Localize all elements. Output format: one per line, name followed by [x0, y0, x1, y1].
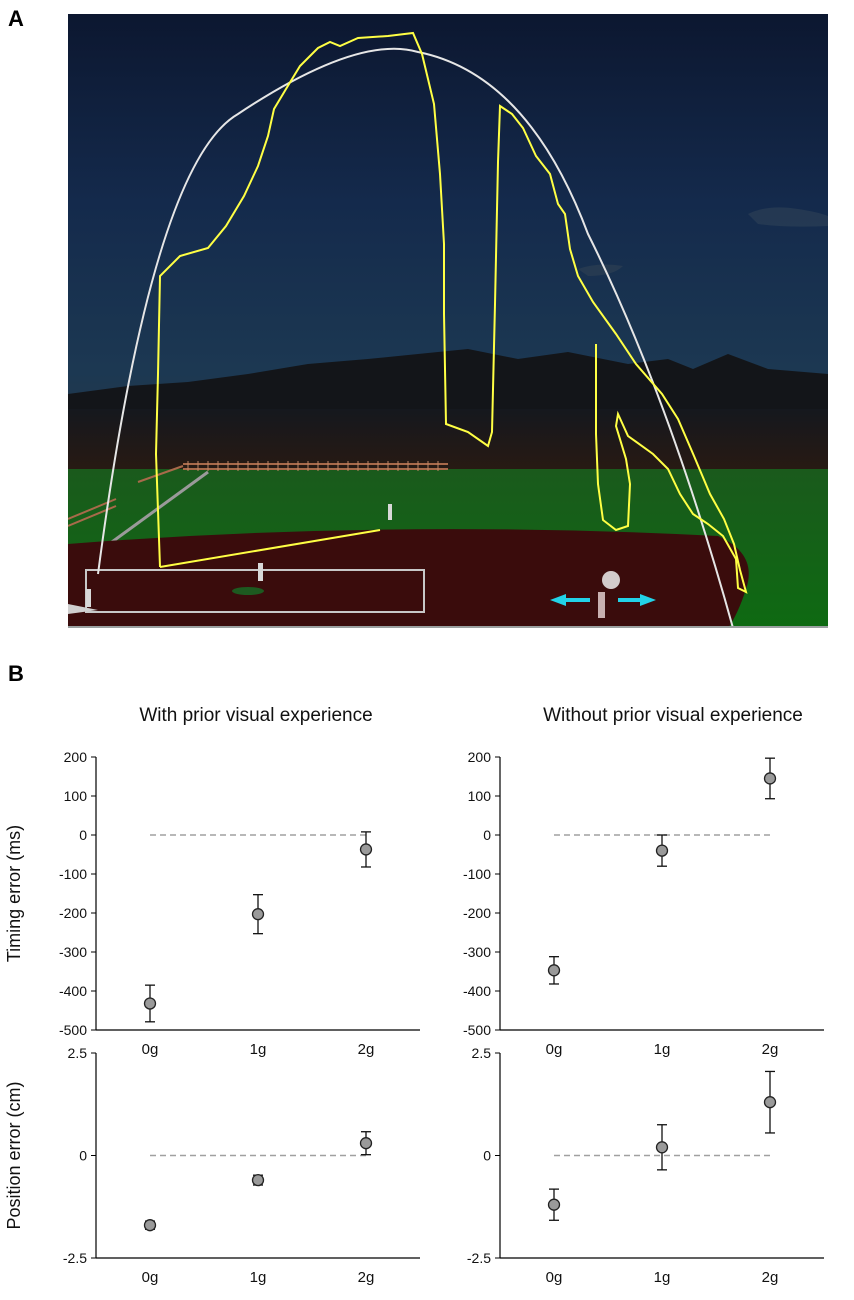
data-point	[251, 908, 265, 921]
x-tick-label: 0g	[142, 1269, 159, 1286]
y-tick-label: -200	[463, 905, 491, 921]
pitchers-mound	[232, 587, 264, 595]
arrow-right-icon	[618, 594, 656, 606]
x-tick-label: 0g	[546, 1269, 563, 1286]
x-tick-label: 2g	[762, 1041, 779, 1058]
arrow-left-icon	[550, 594, 590, 606]
y-tick-label: -300	[463, 944, 491, 960]
panel-a-label: A	[8, 6, 24, 31]
baseball-scene-image	[68, 14, 828, 628]
y-tick-label: -400	[463, 983, 491, 999]
data-point	[359, 843, 373, 856]
y-tick-label: -500	[463, 1022, 491, 1038]
data-point	[359, 1137, 373, 1150]
y-tick-label: -2.5	[467, 1250, 491, 1266]
y-tick-label: 0	[483, 1148, 491, 1164]
chart-0: 200 100 0 -100 -200 -300 -400 -500 0g 1g 2g Timing …	[4, 749, 420, 1058]
y-tick-label: -2.5	[63, 1250, 87, 1266]
y-tick-label: 2.5	[68, 1045, 88, 1061]
x-tick-label: 2g	[358, 1269, 375, 1286]
y-tick-label: 200	[64, 749, 88, 765]
y-tick-label: -500	[59, 1022, 87, 1038]
y-tick-label: 0	[79, 1148, 87, 1164]
fielder-figures	[86, 504, 605, 618]
x-tick-label: 0g	[142, 1041, 159, 1058]
data-point	[763, 1096, 777, 1109]
y-tick-label: 100	[64, 788, 88, 804]
chart-title-right: Without prior visual experience	[543, 705, 803, 726]
bottom-border	[68, 626, 828, 628]
data-point	[547, 964, 561, 977]
y-tick-label: 0	[483, 827, 491, 843]
data-point	[763, 772, 777, 785]
x-tick-label: 1g	[654, 1269, 671, 1286]
y-tick-label: -300	[59, 944, 87, 960]
y-axis-label: Timing error (ms)	[4, 825, 24, 962]
y-tick-label: -400	[59, 983, 87, 999]
data-point	[655, 844, 669, 857]
y-tick-label: 2.5	[472, 1045, 492, 1061]
ideal-trajectory	[97, 47, 734, 628]
y-tick-label: 100	[468, 788, 492, 804]
home-plate-area	[68, 604, 98, 614]
data-point	[547, 1198, 561, 1211]
y-tick-label: -200	[59, 905, 87, 921]
data-point	[655, 1141, 669, 1154]
cloud	[578, 264, 623, 276]
cloud	[748, 207, 828, 227]
y-tick-label: -100	[59, 866, 87, 882]
x-tick-label: 2g	[762, 1269, 779, 1286]
x-tick-label: 0g	[546, 1041, 563, 1058]
chart-3: 2.5 0 -2.5 0g 1g 2g	[467, 1045, 824, 1286]
x-tick-label: 1g	[654, 1041, 671, 1058]
panel-b-label: B	[8, 661, 24, 686]
x-tick-label: 1g	[250, 1269, 267, 1286]
chart-title-left: With prior visual experience	[139, 705, 373, 726]
observed-trajectory-line	[154, 31, 748, 594]
data-point	[143, 1219, 157, 1232]
x-tick-label: 1g	[250, 1041, 267, 1058]
y-tick-label: 0	[79, 827, 87, 843]
chart-2: 2.5 0 -2.5 0g 1g 2g Position error (cm)	[4, 1045, 420, 1286]
y-tick-label: 200	[468, 749, 492, 765]
y-axis-label: Position error (cm)	[4, 1081, 24, 1229]
ball-path-ground	[159, 529, 381, 568]
ball	[602, 571, 620, 589]
data-point	[143, 997, 157, 1010]
fence-posts	[187, 461, 439, 471]
chart-1: 200 100 0 -100 -200 -300 -400 -500 0g 1g 2g	[463, 749, 824, 1058]
x-tick-label: 2g	[358, 1041, 375, 1058]
data-point	[251, 1173, 265, 1187]
y-tick-label: -100	[463, 866, 491, 882]
